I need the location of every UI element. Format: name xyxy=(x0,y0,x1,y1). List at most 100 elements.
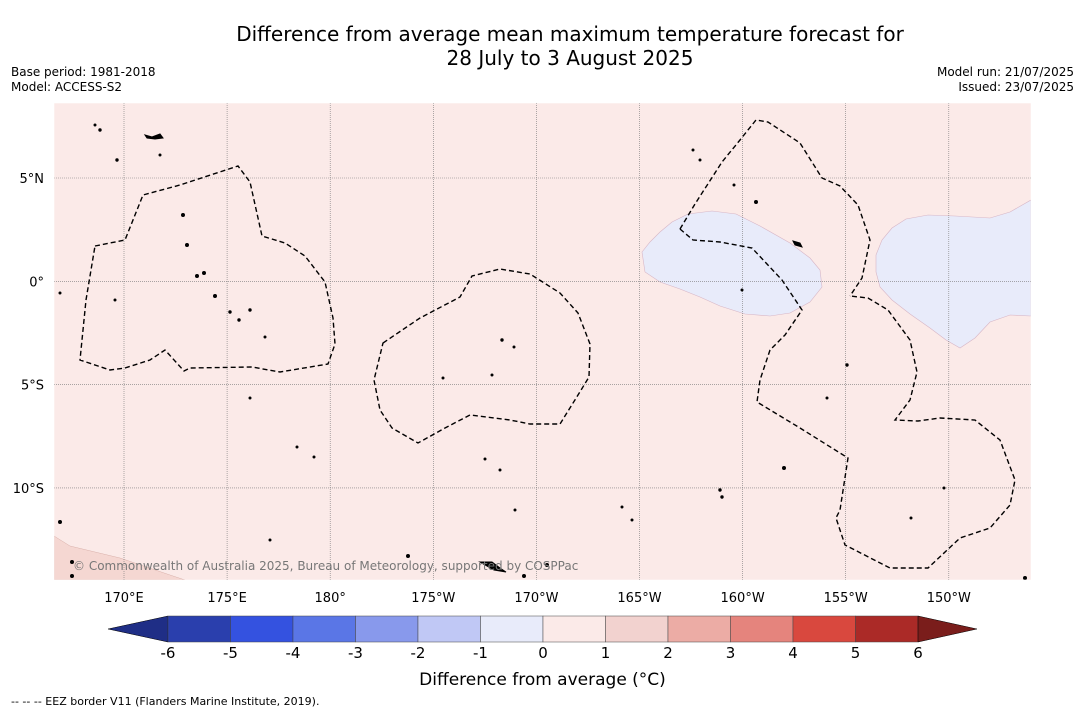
colorbar-segment xyxy=(355,615,419,643)
island xyxy=(513,508,517,512)
island xyxy=(93,123,97,127)
issued-date: Issued: 23/07/2025 xyxy=(958,80,1074,94)
gridlines xyxy=(54,103,1031,580)
colorbar-segment xyxy=(542,615,606,643)
colorbar-tick-label: 3 xyxy=(726,644,736,662)
island xyxy=(498,468,502,472)
copyright-text: © Commonwealth of Australia 2025, Bureau… xyxy=(73,559,578,573)
island xyxy=(295,445,299,449)
island-cook xyxy=(478,561,507,573)
colorbar-segment xyxy=(292,615,356,643)
island xyxy=(70,574,74,578)
meta-left: Base period: 1981-2018 Model: ACCESS-S2 xyxy=(11,65,156,95)
island xyxy=(545,563,549,567)
island xyxy=(70,560,74,564)
colorbar-segment xyxy=(605,615,669,643)
latitude-label: 0° xyxy=(29,275,44,290)
island xyxy=(181,213,185,217)
latitude-label: 10°S xyxy=(13,482,44,497)
colorbar-segment xyxy=(855,615,919,643)
colorbar-tick-label: -2 xyxy=(411,644,426,662)
base-period: Base period: 1981-2018 xyxy=(11,65,156,79)
colorbar-tick-label: 6 xyxy=(913,644,923,662)
island xyxy=(213,294,217,298)
longitude-labels: 170°E 175°E 180° 175°W 170°W 165°W 160°W 155°W 1… xyxy=(104,591,971,606)
islands xyxy=(58,123,1027,580)
eez-footnote: -- -- -- EEZ border V11 (Flanders Marine… xyxy=(11,695,320,708)
cool-anomaly-region-1 xyxy=(641,210,823,317)
model-run: Model run: 21/07/2025 xyxy=(936,65,1074,79)
island xyxy=(312,455,316,459)
island xyxy=(248,396,252,400)
island xyxy=(718,488,722,492)
colorbar-tick-label: 5 xyxy=(851,644,861,662)
title-line-1: Difference from average mean maximum tem… xyxy=(236,22,904,46)
island xyxy=(113,298,117,302)
island xyxy=(825,396,829,400)
island xyxy=(58,291,62,295)
island xyxy=(522,574,526,578)
map-title: Difference from average mean maximum tem… xyxy=(0,22,1085,70)
island xyxy=(115,158,119,162)
longitude-label: 165°W xyxy=(617,591,661,606)
colorbar-segment xyxy=(667,615,731,643)
island xyxy=(1023,576,1027,580)
eez-border-north xyxy=(679,119,871,297)
colorbar-tick-label: -6 xyxy=(161,644,176,662)
colorbar-over-arrow xyxy=(917,615,978,643)
island xyxy=(720,495,724,499)
longitude-label: 150°W xyxy=(927,591,971,606)
colorbar-segment xyxy=(167,615,231,643)
colorbar-segment xyxy=(417,615,481,643)
island xyxy=(620,505,624,509)
colorbar-segment xyxy=(480,615,544,643)
eez-border-west xyxy=(79,165,336,373)
island xyxy=(512,345,516,349)
island xyxy=(406,554,410,558)
longitude-label: 170°E xyxy=(104,591,144,606)
meta-right: Model run: 21/07/2025 Issued: 23/07/2025 xyxy=(937,65,1074,95)
island xyxy=(98,128,102,132)
island xyxy=(490,373,494,377)
cool-anomaly-region-2 xyxy=(875,199,1031,349)
island-kiribati-gilberts xyxy=(143,133,164,140)
island xyxy=(58,520,62,524)
longitude-label: 180° xyxy=(315,591,346,606)
colorbar-tick-label: -4 xyxy=(286,644,301,662)
title-line-2: 28 July to 3 August 2025 xyxy=(446,46,694,70)
island xyxy=(268,538,272,542)
island xyxy=(691,148,695,152)
colorbar-tick-label: 2 xyxy=(663,644,673,662)
latitude-labels: 5°N 0° 5°S 10°S xyxy=(13,172,44,497)
island xyxy=(630,518,634,522)
island xyxy=(195,274,199,278)
island xyxy=(185,243,189,247)
longitude-label: 160°W xyxy=(721,591,765,606)
colorbar-tick-label: -3 xyxy=(348,644,363,662)
island xyxy=(698,158,702,162)
island-christmas xyxy=(792,240,803,248)
island xyxy=(500,338,504,342)
island xyxy=(845,363,849,367)
colorbar-tick-label: 1 xyxy=(601,644,611,662)
colorbar-tick-label: -5 xyxy=(223,644,238,662)
island xyxy=(228,310,232,314)
latitude-label: 5°S xyxy=(21,379,44,394)
latitude-label: 5°N xyxy=(20,172,45,187)
longitude-label: 170°W xyxy=(514,591,558,606)
longitude-label: 155°W xyxy=(824,591,868,606)
model-name: Model: ACCESS-S2 xyxy=(11,80,123,94)
eez-border-central xyxy=(373,268,591,444)
colorbar-segment xyxy=(792,615,856,643)
island xyxy=(909,516,913,520)
eez-border-east xyxy=(679,228,1016,569)
colorbar: -6 -5 -4 -3 -2 -1 0 1 2 3 4 5 6 xyxy=(107,615,978,662)
island xyxy=(237,318,241,322)
colorbar-tick-label: 0 xyxy=(538,644,548,662)
colorbar-tick-label: -1 xyxy=(473,644,488,662)
map-background xyxy=(54,103,1031,580)
island xyxy=(942,486,946,490)
island xyxy=(248,308,252,312)
island xyxy=(441,376,445,380)
